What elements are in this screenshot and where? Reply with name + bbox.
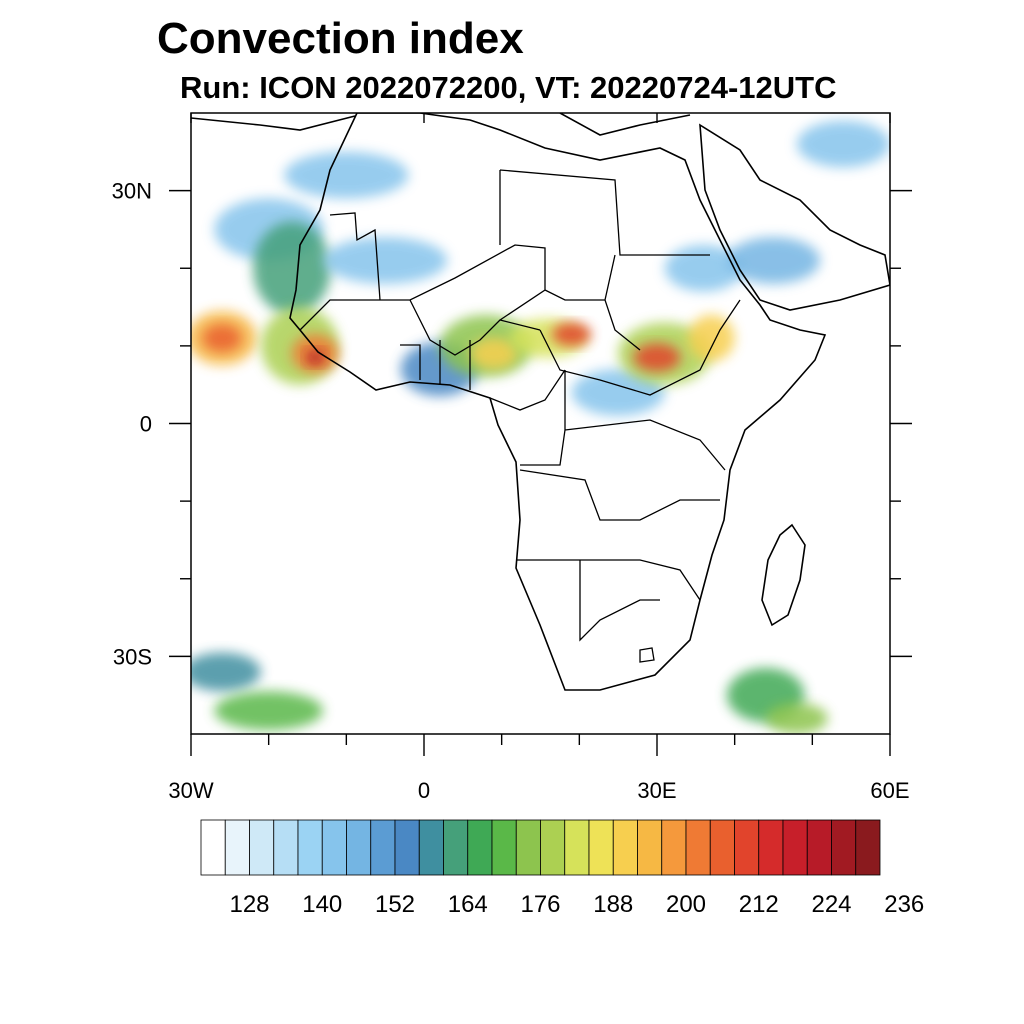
colorbar-swatch: [685, 819, 711, 876]
colorbar-swatch: [224, 819, 250, 876]
convection-field: [191, 120, 890, 734]
x-tick-label: 30E: [637, 778, 676, 803]
colorbar-swatch: [661, 819, 687, 876]
colorbar-swatch: [855, 819, 881, 876]
colorbar-swatch: [346, 819, 372, 876]
madagascar-coastline: [761, 523, 806, 627]
y-tick-label: 30N: [112, 179, 152, 204]
colorbar-label: 188: [593, 891, 633, 918]
colorbar-label: 140: [302, 891, 342, 918]
colorbar-label: 212: [739, 891, 779, 918]
colorbar: [200, 819, 881, 876]
convection-cell: [571, 369, 665, 416]
coastlines-and-borders: [191, 113, 890, 691]
convection-cell: [284, 151, 409, 199]
colorbar-swatch: [370, 819, 396, 876]
x-tick-label: 30W: [168, 778, 213, 803]
colorbar-label: 164: [448, 891, 488, 918]
colorbar-swatch: [273, 819, 299, 876]
colorbar-label: 224: [811, 891, 851, 918]
convection-cell: [664, 244, 743, 292]
colorbar-swatch: [782, 819, 808, 876]
colorbar-label: 152: [375, 891, 415, 918]
country-borders: [299, 169, 741, 663]
colorbar-swatch: [200, 819, 226, 876]
arabia-coastline: [699, 123, 890, 311]
convection-cell: [796, 120, 890, 168]
map-title: Convection index: [157, 14, 524, 63]
y-tick-label: 0: [140, 412, 152, 437]
colorbar-label: 128: [229, 891, 269, 918]
colorbar-labels: 128 140 152 164 176 188 200 212 224 236: [229, 891, 924, 918]
axis-ticks: [169, 113, 912, 756]
colorbar-swatch: [443, 819, 469, 876]
colorbar-swatch: [734, 819, 760, 876]
convection-cell: [253, 221, 331, 315]
colorbar-label: 236: [884, 891, 924, 918]
x-tick-label: 0: [418, 778, 430, 803]
colorbar-swatch: [321, 819, 347, 876]
convection-cell: [305, 349, 325, 366]
colorbar-swatch: [758, 819, 784, 876]
convection-cell: [552, 322, 591, 346]
convection-cell: [633, 343, 681, 372]
convection-cell: [191, 652, 261, 692]
colorbar-swatch: [588, 819, 614, 876]
colorbar-swatch: [515, 819, 541, 876]
colorbar-swatch: [831, 819, 857, 876]
colorbar-swatch: [467, 819, 493, 876]
convection-cell: [765, 702, 828, 734]
colorbar-swatch: [540, 819, 566, 876]
y-tick-label: 30S: [113, 644, 152, 669]
colorbar-swatch: [564, 819, 590, 876]
colorbar-swatch: [806, 819, 832, 876]
colorbar-label: 176: [520, 891, 560, 918]
africa-coastline: [289, 113, 827, 691]
colorbar-swatch: [612, 819, 638, 876]
convection-cell: [202, 324, 242, 353]
convection-cell: [688, 314, 735, 362]
convection-cell: [323, 237, 448, 284]
map-subtitle: Run: ICON 2022072200, VT: 20220724-12UTC: [180, 70, 837, 105]
x-tick-label: 60E: [870, 778, 909, 803]
colorbar-swatch: [709, 819, 735, 876]
colorbar-swatch: [418, 819, 444, 876]
colorbar-swatch: [491, 819, 517, 876]
convection-cell: [214, 691, 324, 731]
convection-cell: [470, 338, 518, 370]
colorbar-swatch: [394, 819, 420, 876]
europe-coastline: [191, 113, 691, 136]
colorbar-swatch: [297, 819, 323, 876]
axis-tick-labels: 30W 0 30E 60E 30N 0 30S: [112, 179, 910, 803]
convection-cell: [726, 237, 821, 284]
colorbar-label: 200: [666, 891, 706, 918]
colorbar-swatch: [249, 819, 275, 876]
colorbar-swatch: [637, 819, 663, 876]
